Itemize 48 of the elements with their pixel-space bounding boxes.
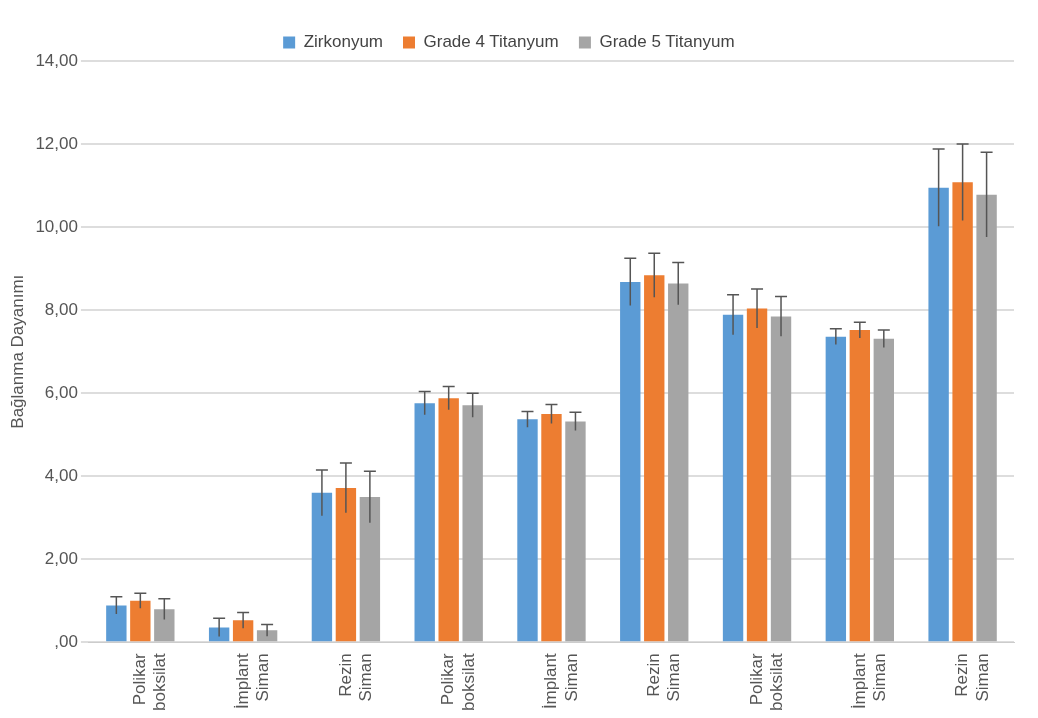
bar xyxy=(952,182,973,642)
bar xyxy=(256,630,278,642)
bar xyxy=(208,627,230,642)
y-tick-label: 8,00 xyxy=(44,299,78,319)
x-tick-label: Rezin Siman xyxy=(335,653,375,702)
bar xyxy=(414,403,435,642)
y-tick-label: 2,00 xyxy=(44,549,78,568)
bar xyxy=(976,194,997,642)
x-tick-label: İmplant Siman xyxy=(849,653,889,710)
bar xyxy=(928,187,949,642)
y-tick-label: 4,00 xyxy=(44,465,78,485)
bar xyxy=(644,275,665,642)
x-tick-label: Rezin Siman xyxy=(952,653,992,702)
y-axis-title: Bağlanma Dayanımı xyxy=(7,274,27,429)
bar xyxy=(620,281,641,642)
bar xyxy=(770,316,792,642)
x-tick-label: İmplant Siman xyxy=(541,653,581,710)
bar xyxy=(106,605,127,642)
bar xyxy=(311,492,333,642)
x-tick-label: İmplant Siman xyxy=(232,653,273,710)
bar xyxy=(668,283,689,642)
bar xyxy=(154,609,175,642)
bar xyxy=(873,338,894,642)
bar xyxy=(462,405,483,642)
x-tick-label: Rezin Siman xyxy=(643,653,684,702)
bar xyxy=(825,336,847,642)
y-tick-label: ,00 xyxy=(54,632,78,652)
bar xyxy=(335,487,357,642)
bar xyxy=(232,620,254,642)
x-tick-label: Polikar boksilat xyxy=(438,653,478,711)
bar xyxy=(565,421,586,642)
bar xyxy=(722,314,744,642)
bar xyxy=(359,497,381,642)
legend-label: Grade 5 Titanyum xyxy=(599,32,735,52)
bar xyxy=(746,308,768,642)
y-tick-label: 14,00 xyxy=(35,50,78,70)
x-tick-label: Polikar boksilat xyxy=(746,653,787,711)
bar xyxy=(849,330,871,642)
bar xyxy=(130,600,151,642)
bar xyxy=(541,413,562,642)
bar xyxy=(438,398,459,642)
legend-label: Zirkonyum xyxy=(303,32,384,52)
bar xyxy=(517,419,538,642)
y-tick-label: 10,00 xyxy=(35,216,78,236)
legend-label: Grade 4 Titanyum xyxy=(423,32,559,52)
x-tick-label: Polikar boksilat xyxy=(130,653,170,711)
y-tick-label: 6,00 xyxy=(44,382,78,402)
y-tick-label: 12,00 xyxy=(35,133,78,153)
